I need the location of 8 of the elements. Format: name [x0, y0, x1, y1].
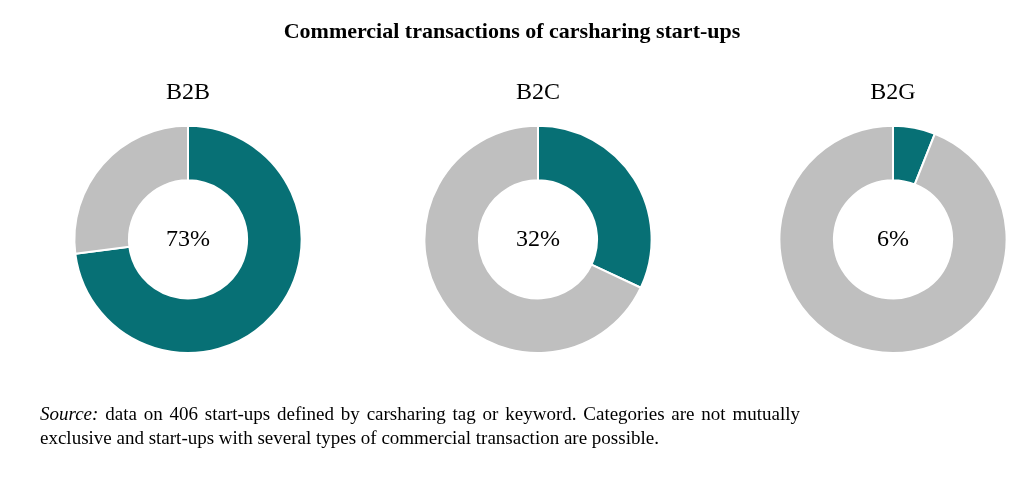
chart-title: B2C — [515, 77, 561, 104]
data-label: 6% — [877, 224, 909, 251]
data-label: 73% — [166, 224, 210, 251]
text: Commercial transactions of carsharing start-ups — [282, 18, 742, 44]
chart-title: B2G — [870, 77, 916, 104]
source-note: Source: data on 406 start-ups defined by carsharing tag or keyword. Categories are not mutually exclusive and start-ups with several types of commercial transaction are possible. — [40, 402, 800, 450]
chart-title: B2B — [165, 77, 211, 104]
data-label: 32% — [516, 224, 560, 251]
